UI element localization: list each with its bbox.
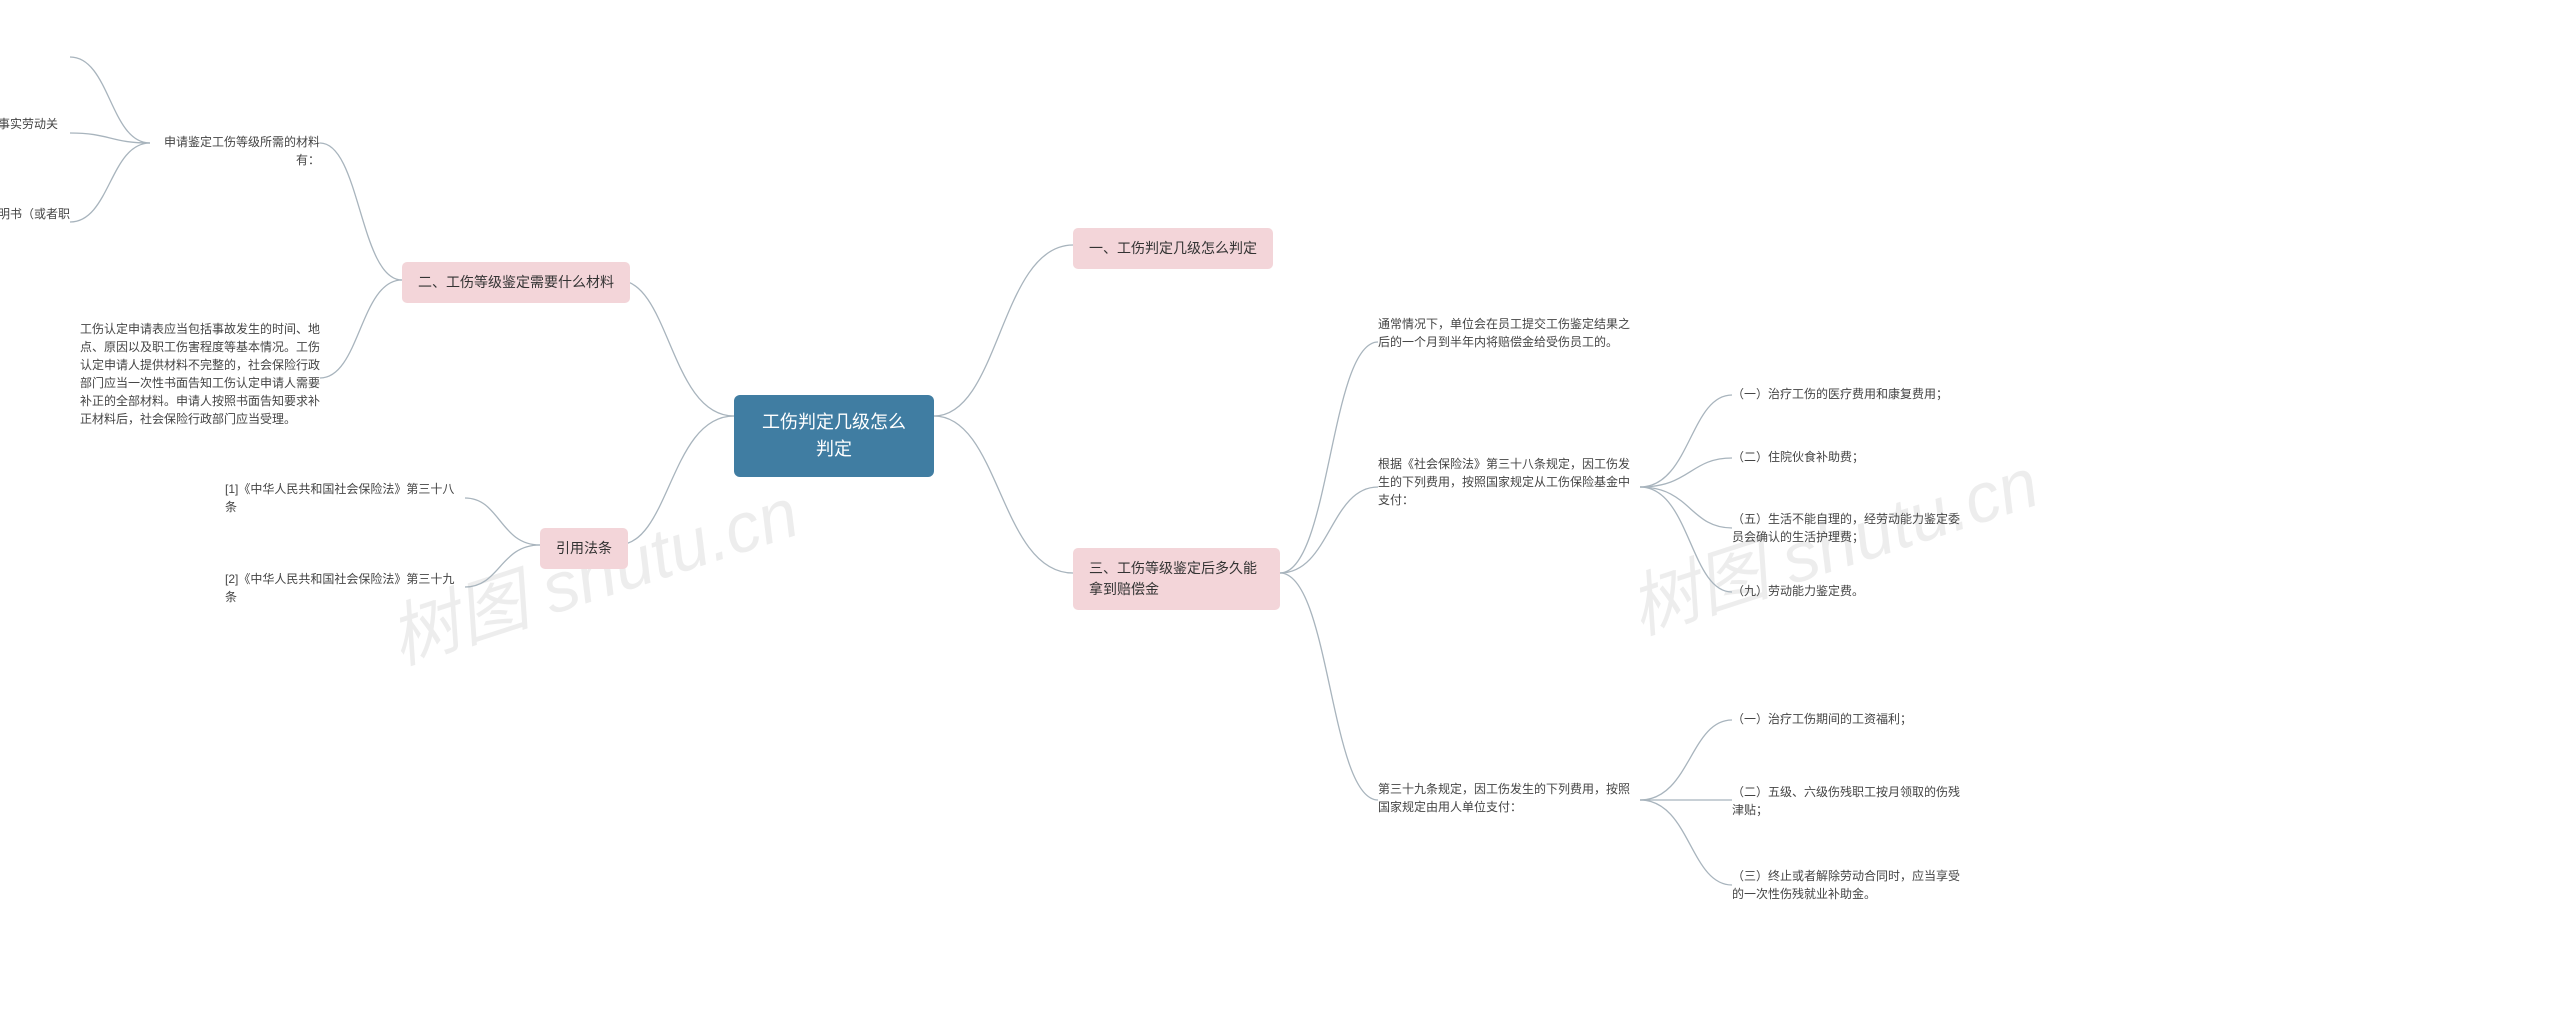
b4-i1: [1]《中华人民共和国社会保险法》第三十八条 [225,480,465,516]
branch-2[interactable]: 二、工伤等级鉴定需要什么材料 [402,262,630,303]
branch-1[interactable]: 一、工伤判定几级怎么判定 [1073,228,1273,269]
branch-4[interactable]: 引用法条 [540,528,628,569]
b3-c1: 通常情况下，单位会在员工提交工伤鉴定结果之后的一个月到半年内将赔偿金给受伤员工的… [1378,315,1638,351]
b3-c2-i4: （九）劳动能力鉴定费。 [1732,582,1864,600]
b2-c1-i1: 1.工伤认定申请表； [0,47,70,65]
b3-c3-i3: （三）终止或者解除劳动合同时，应当享受的一次性伤残就业补助金。 [1732,867,1962,903]
b3-c2: 根据《社会保险法》第三十八条规定，因工伤发生的下列费用，按照国家规定从工伤保险基… [1378,455,1638,509]
b4-i2: [2]《中华人民共和国社会保险法》第三十九条 [225,570,465,606]
b2-c1-i3: 3.医疗诊断证明或者职业病诊断证明书（或者职业病诊断鉴定书）。 [0,205,70,241]
b2-c2: 工伤认定申请表应当包括事故发生的时间、地点、原因以及职工伤害程度等基本情况。工伤… [80,320,320,428]
b2-c1-i2: 2.与用人单位存在劳动关系（包括事实劳动关系）的证明材料； [0,115,70,151]
b3-c2-i3: （五）生活不能自理的，经劳动能力鉴定委员会确认的生活护理费； [1732,510,1962,546]
b2-c1: 申请鉴定工伤等级所需的材料有： [150,133,320,169]
b3-c2-i1: （一）治疗工伤的医疗费用和康复费用； [1732,385,1948,403]
b3-c3-i2: （二）五级、六级伤残职工按月领取的伤残津贴； [1732,783,1962,819]
b3-c3-i1: （一）治疗工伤期间的工资福利； [1732,710,1912,728]
b3-c2-i2: （二）住院伙食补助费； [1732,448,1864,466]
branch-3[interactable]: 三、工伤等级鉴定后多久能拿到赔偿金 [1073,548,1280,610]
root-node[interactable]: 工伤判定几级怎么判定 [734,395,934,477]
b3-c3: 第三十九条规定，因工伤发生的下列费用，按照国家规定由用人单位支付： [1378,780,1638,816]
